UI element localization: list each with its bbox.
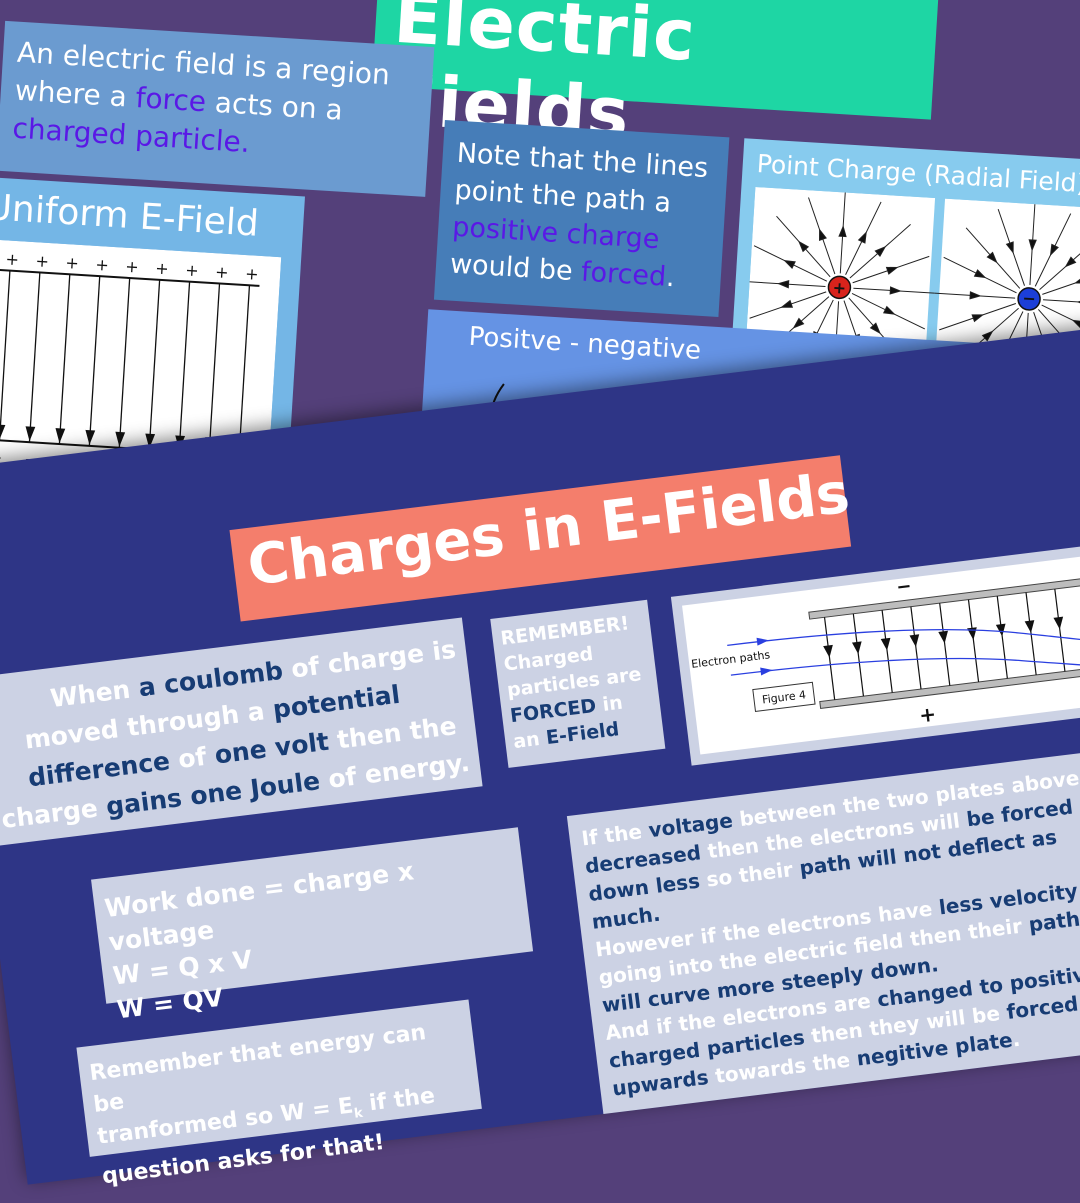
svg-text:+: +	[832, 278, 847, 298]
svg-text:+: +	[185, 260, 200, 280]
electron-paths-label: Electron paths	[690, 648, 771, 671]
explanation-card: If the voltage between the two plates ab…	[566, 747, 1080, 1114]
remember-card: REMEMBER! Charged particles are FORCED i…	[490, 599, 666, 768]
electron-deflection-figure: − + Electron paths Figure 4	[682, 539, 1080, 755]
svg-text:+: +	[215, 262, 230, 282]
svg-text:+: +	[5, 249, 20, 269]
charges-board: Charges in E-Fields When a coulomb of ch…	[0, 316, 1080, 1190]
negative-plate-sign: −	[895, 576, 913, 599]
svg-text:+: +	[95, 255, 110, 275]
note-card: Note that the lines point the path a pos…	[433, 119, 730, 318]
svg-text:+: +	[35, 251, 50, 271]
svg-text:+: +	[65, 253, 80, 273]
svg-text:+: +	[245, 264, 260, 284]
svg-text:+: +	[125, 257, 140, 277]
charges-title: Charges in E-Fields	[244, 460, 853, 599]
definition-card: An electric field is a region where a fo…	[0, 20, 435, 197]
negative-charge	[1017, 287, 1041, 311]
positive-plate-sign: +	[918, 702, 938, 728]
uniform-field-title: Uniform E-Field	[0, 187, 260, 245]
positive-charge	[827, 275, 852, 300]
coulomb-card: When a coulomb of charge is moved throug…	[0, 617, 483, 848]
electric-fields-title-banner: Electric Fields	[371, 0, 939, 155]
figure-card: − + Electron paths Figure 4	[670, 528, 1080, 766]
svg-text:-: -	[0, 447, 2, 466]
figure-caption: Figure 4	[761, 688, 806, 706]
svg-text:−: −	[1022, 289, 1037, 309]
svg-text:+: +	[155, 259, 170, 279]
force-highlight: force	[134, 81, 208, 119]
work-done-card: Work done = charge x voltage W = Q x V W…	[91, 827, 534, 1024]
